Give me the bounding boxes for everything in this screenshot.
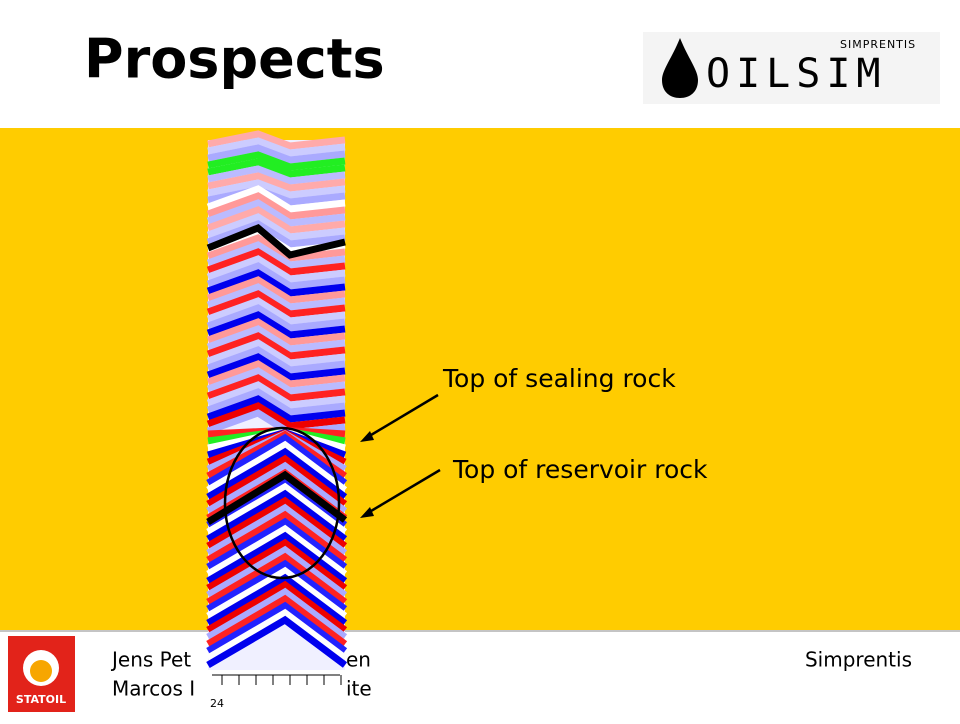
seismic-trace bbox=[207, 172, 346, 192]
seismic-trace bbox=[206, 566, 348, 620]
logo-top: SIMPRENTIS bbox=[840, 38, 916, 51]
logo-text: STATOIL bbox=[16, 693, 66, 706]
author: en bbox=[346, 648, 371, 672]
seismic-trace bbox=[206, 580, 348, 634]
seismic-trace bbox=[206, 360, 346, 388]
seismic-trace bbox=[206, 304, 346, 332]
seismic-trace bbox=[206, 353, 346, 381]
seismic-trace bbox=[206, 461, 348, 515]
seismic-trace bbox=[206, 531, 348, 585]
seismic-trace bbox=[206, 503, 348, 557]
seismic-trace bbox=[206, 206, 346, 234]
horizon-reservoir bbox=[206, 470, 348, 525]
seismic-trace bbox=[207, 165, 346, 185]
seismic-trace bbox=[206, 395, 346, 423]
seismic-trace bbox=[206, 594, 348, 648]
seismic-trace bbox=[207, 151, 346, 171]
seismic-trace bbox=[206, 346, 346, 374]
seismic-trace bbox=[206, 213, 346, 241]
content-bg bbox=[0, 128, 960, 630]
seismic-trace bbox=[207, 130, 346, 150]
author: ite bbox=[346, 677, 372, 701]
seismic-trace bbox=[206, 311, 346, 339]
seismic-trace bbox=[206, 545, 348, 599]
seismic-trace bbox=[207, 137, 346, 157]
seismic-trace bbox=[206, 374, 346, 402]
seismic-trace bbox=[206, 241, 346, 269]
drop-icon bbox=[662, 38, 698, 98]
seismic-trace bbox=[206, 482, 348, 536]
seismic-trace bbox=[206, 185, 346, 213]
seismic-trace bbox=[206, 367, 346, 395]
seismic-trace bbox=[206, 332, 346, 360]
logo-main: OILSIM bbox=[706, 51, 887, 97]
seismic-trace bbox=[206, 220, 346, 248]
prospect-ellipse bbox=[223, 426, 341, 580]
seismic-trace bbox=[206, 388, 346, 416]
seismic-trace bbox=[206, 339, 346, 367]
slide-title: Prospects bbox=[84, 28, 385, 91]
seismic-trace bbox=[207, 144, 346, 164]
seismic-trace bbox=[206, 524, 348, 578]
seismic-trace bbox=[206, 269, 346, 297]
statoil-logo: STATOIL bbox=[8, 636, 75, 712]
seismic-trace bbox=[206, 297, 346, 325]
seismic-trace bbox=[206, 559, 348, 613]
seismic-trace bbox=[206, 608, 348, 662]
seismic-trace bbox=[206, 496, 348, 550]
horizon-sealing bbox=[206, 223, 346, 259]
seismic-trace bbox=[206, 276, 346, 304]
author: Jens Pet bbox=[110, 648, 191, 672]
seismic-trace bbox=[206, 248, 346, 276]
author: Marcos I bbox=[112, 677, 195, 701]
seismic-trace bbox=[206, 587, 348, 641]
seismic-trace bbox=[206, 552, 348, 606]
seismic-trace bbox=[206, 615, 348, 669]
seismic-trace bbox=[207, 179, 346, 199]
arrow-head bbox=[360, 507, 374, 518]
seismic-trace bbox=[206, 262, 346, 290]
oilsim-logo: SIMPRENTIS OILSIM bbox=[643, 32, 940, 104]
seismic-trace bbox=[206, 381, 346, 409]
page-number: 24 bbox=[210, 697, 224, 710]
arrow-head bbox=[360, 431, 374, 442]
seismic-section bbox=[206, 130, 348, 670]
seismic-trace bbox=[206, 402, 346, 430]
logo-flame bbox=[30, 660, 52, 682]
seismic-trace bbox=[206, 454, 348, 508]
seismic-trace bbox=[206, 538, 348, 592]
arrow bbox=[365, 468, 441, 516]
seismic-trace bbox=[207, 158, 346, 178]
seismic-trace bbox=[206, 489, 348, 543]
seismic-trace bbox=[206, 601, 348, 655]
seismic-trace bbox=[206, 255, 346, 283]
seismic-trace bbox=[206, 290, 346, 318]
seismic-trace bbox=[206, 325, 346, 353]
seismic-trace bbox=[206, 433, 348, 487]
annotation: Top of reservoir rock bbox=[452, 455, 708, 484]
arrow bbox=[365, 393, 439, 440]
annotation: Top of sealing rock bbox=[442, 364, 676, 393]
seismic-trace bbox=[206, 447, 348, 501]
organization: Simprentis bbox=[805, 648, 912, 672]
seismic-trace bbox=[206, 318, 346, 346]
footer-bg bbox=[0, 630, 960, 720]
seismic-trace bbox=[206, 192, 346, 220]
seismic-trace bbox=[206, 440, 348, 494]
seismic-trace bbox=[206, 234, 346, 262]
seismic-trace bbox=[206, 283, 346, 311]
seismic-trace bbox=[206, 199, 346, 227]
